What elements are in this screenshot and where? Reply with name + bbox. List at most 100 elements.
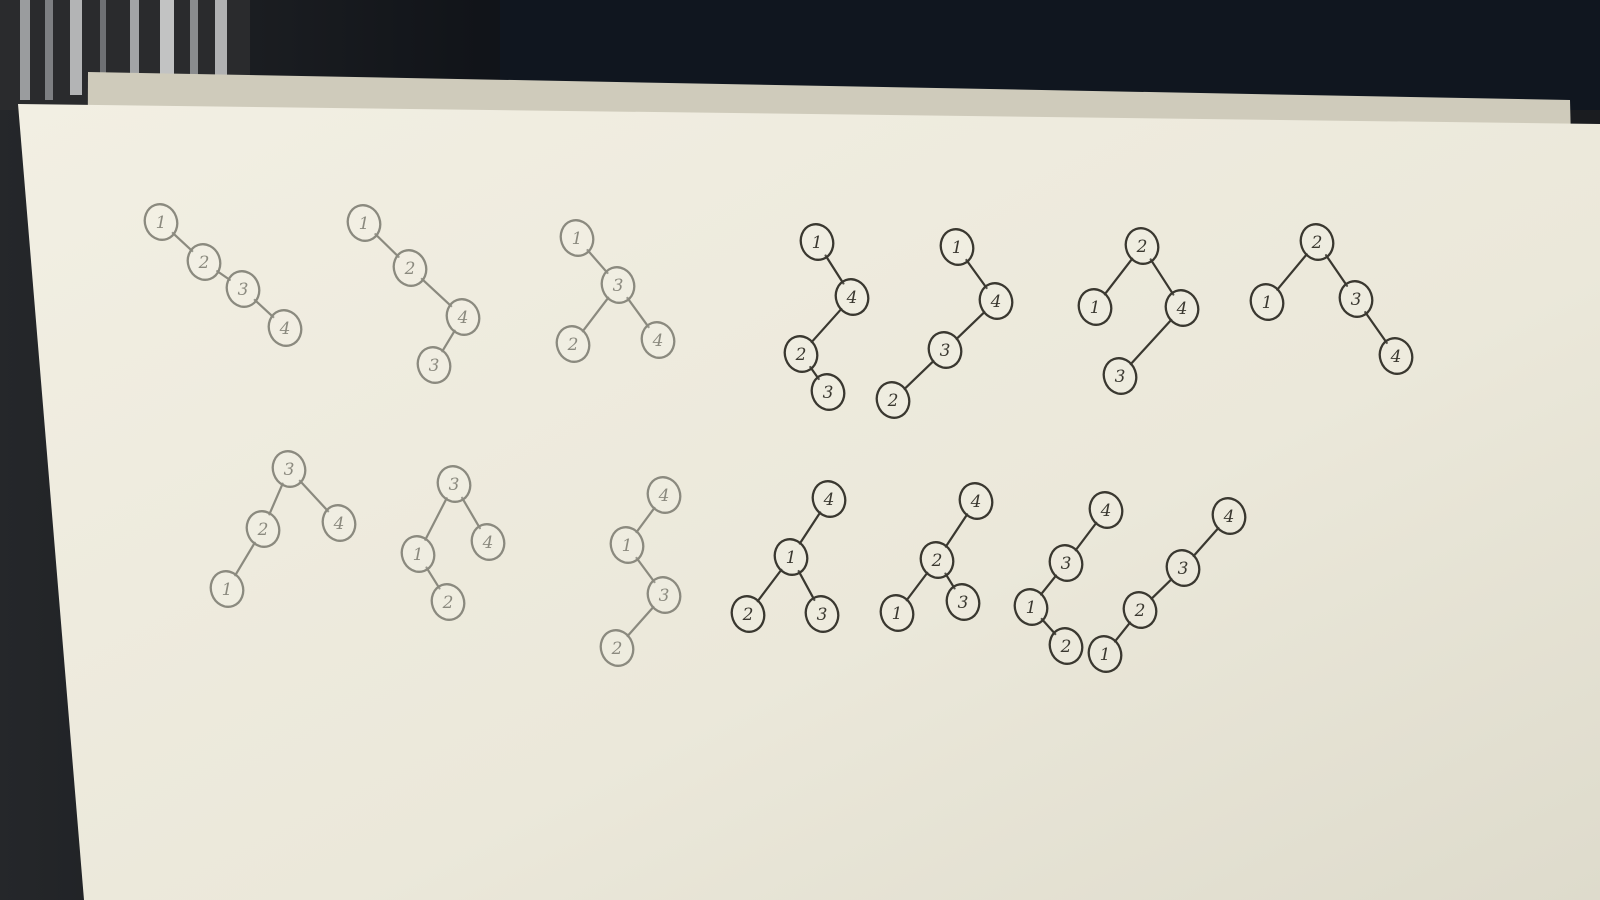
- tree-node-label: 3: [1351, 290, 1362, 310]
- tree-node: 1: [609, 526, 645, 564]
- tree-node: 4: [958, 482, 994, 520]
- tree-edge: [635, 506, 656, 534]
- tree-edge: [1039, 574, 1058, 596]
- tree-node: 4: [1164, 289, 1200, 327]
- tree-node: 1: [400, 535, 436, 573]
- tree-node: 4: [640, 321, 676, 359]
- tree-node: 4: [646, 476, 682, 514]
- tree-node-label: 2: [1136, 237, 1148, 257]
- tree-node-label: 1: [156, 213, 167, 233]
- tree-edge: [425, 566, 441, 590]
- tree-node-label: 1: [572, 229, 583, 249]
- tree-edge: [1364, 310, 1388, 345]
- tree-node: 3: [646, 576, 682, 614]
- tree-edge: [1149, 258, 1175, 296]
- tree-node: 4: [470, 523, 506, 561]
- tree-edge: [756, 568, 783, 603]
- tree-node: 1: [346, 204, 382, 242]
- tree-node-label: 2: [1311, 233, 1323, 253]
- bookshelf: [0, 0, 250, 110]
- tree-node-label: 3: [1178, 559, 1189, 579]
- tree-node-label: 4: [652, 331, 664, 351]
- tree-node: 2: [430, 583, 466, 621]
- tree-edge: [626, 296, 650, 329]
- tree-node-label: 1: [786, 548, 797, 568]
- tree-node: 1: [143, 203, 179, 241]
- tree-node-label: 2: [1060, 637, 1072, 657]
- tree-node: 3: [225, 270, 261, 308]
- tree-edge: [1074, 521, 1098, 552]
- tree-edge: [1040, 617, 1057, 636]
- tree-node: 3: [1165, 549, 1201, 587]
- tree-node: 3: [927, 331, 963, 369]
- tree-t6: 2 1 4 3: [1077, 227, 1200, 395]
- tree-t4: 1 4 23: [783, 223, 870, 411]
- tree-node-label: 3: [284, 460, 295, 480]
- tree-node-label: 4: [823, 490, 835, 510]
- tree-node: 3: [436, 465, 472, 503]
- tree-edge: [171, 231, 194, 253]
- tree-node-label: 2: [404, 259, 416, 279]
- tree-t1: 1 2 3 4: [143, 203, 303, 347]
- tree-node: 3: [810, 373, 846, 411]
- tree-edge: [903, 359, 935, 391]
- tree-node-label: 1: [1262, 293, 1273, 313]
- tree-t3: 1 3 2 4: [555, 219, 676, 363]
- tree-edge: [234, 541, 256, 577]
- tree-edge: [798, 511, 822, 545]
- tree-node-label: 2: [442, 593, 454, 613]
- tree-node: 1: [1249, 283, 1285, 321]
- tree-node-label: 4: [990, 292, 1002, 312]
- tree-node: 2: [783, 335, 819, 373]
- tree-edge: [298, 479, 330, 513]
- tree-t8: 3 2 4 1: [209, 450, 357, 608]
- tree-node: 2: [730, 595, 766, 633]
- tree-t14: 4 3 2 1: [1087, 497, 1247, 673]
- tree-edge: [374, 233, 400, 258]
- tree-node: 1: [209, 570, 245, 608]
- tree-node: 1: [1087, 635, 1123, 673]
- tree-node: 4: [1088, 491, 1124, 529]
- tree-edge: [824, 254, 845, 285]
- tree-node-label: 2: [795, 345, 807, 365]
- tree-edge: [1276, 253, 1308, 291]
- tree-edge: [635, 556, 656, 584]
- tree-t11: 4 1 2 3: [730, 480, 847, 633]
- tree-node-label: 3: [449, 475, 460, 495]
- tree-edge: [1192, 526, 1220, 558]
- tree-node-label: 3: [1061, 554, 1072, 574]
- tree-node: 2: [1122, 591, 1158, 629]
- tree-edge: [797, 569, 816, 602]
- tree-node-label: 2: [567, 335, 579, 355]
- tree-node: 1: [799, 223, 835, 261]
- tree-node-label: 3: [958, 593, 969, 613]
- tree-edge: [420, 277, 453, 308]
- tree-node-label: 3: [940, 341, 951, 361]
- tree-node-label: 2: [887, 391, 899, 411]
- tree-t5: 1 4 3 2: [875, 228, 1014, 419]
- tree-node: 4: [811, 480, 847, 518]
- tree-node-label: 2: [742, 605, 754, 625]
- tree-node: 4: [1211, 497, 1247, 535]
- tree-node: 2: [555, 325, 591, 363]
- tree-edge: [216, 270, 231, 281]
- tree-node-label: 4: [1100, 501, 1112, 521]
- tree-t2: 1 2 4 3: [346, 204, 481, 384]
- tree-t7: 2 1 3 4: [1249, 223, 1414, 375]
- tree-node-label: 4: [482, 533, 494, 553]
- tree-node: 3: [945, 583, 981, 621]
- tree-edge: [965, 258, 988, 290]
- tree-edge: [441, 329, 456, 353]
- tree-node-label: 4: [1176, 299, 1188, 319]
- tree-node-label: 3: [823, 383, 834, 403]
- tree-node-label: 1: [1090, 298, 1101, 318]
- tree-node: 3: [416, 346, 452, 384]
- tree-node: 3: [600, 266, 636, 304]
- tree-node-label: 1: [1100, 645, 1111, 665]
- tree-t10: 4 1 3 2: [599, 476, 682, 667]
- tree-edge: [424, 497, 448, 541]
- tree-node-label: 4: [457, 308, 469, 328]
- tree-node-label: 3: [1115, 367, 1126, 387]
- tree-node: 4: [267, 309, 303, 347]
